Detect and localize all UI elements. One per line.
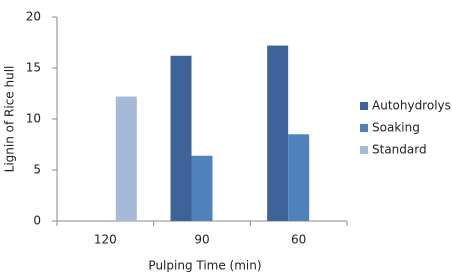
bar (115, 96, 137, 221)
y-tick-label: 15 (26, 61, 41, 75)
bar (191, 155, 213, 221)
y-tick-label: 10 (26, 112, 41, 126)
legend-label: Standard (372, 143, 427, 157)
bar (267, 45, 289, 222)
y-tick-label: 0 (33, 214, 41, 228)
y-tick-label: 5 (33, 163, 41, 177)
bar (170, 55, 192, 222)
y-axis-title: Lignin of Rice hull (3, 66, 17, 173)
legend-label: Autohydrolysis (372, 99, 452, 113)
x-axis-title: Pulping Time (min) (148, 259, 261, 273)
x-tick-label: 90 (194, 233, 209, 247)
bar (288, 134, 310, 221)
y-tick-label: 20 (26, 10, 41, 24)
legend-swatch (360, 124, 368, 132)
legend-label: Soaking (372, 121, 420, 135)
legend-swatch (360, 146, 368, 154)
x-tick-label: 120 (94, 233, 117, 247)
x-tick-label: 60 (291, 233, 306, 247)
legend-swatch (360, 102, 368, 110)
